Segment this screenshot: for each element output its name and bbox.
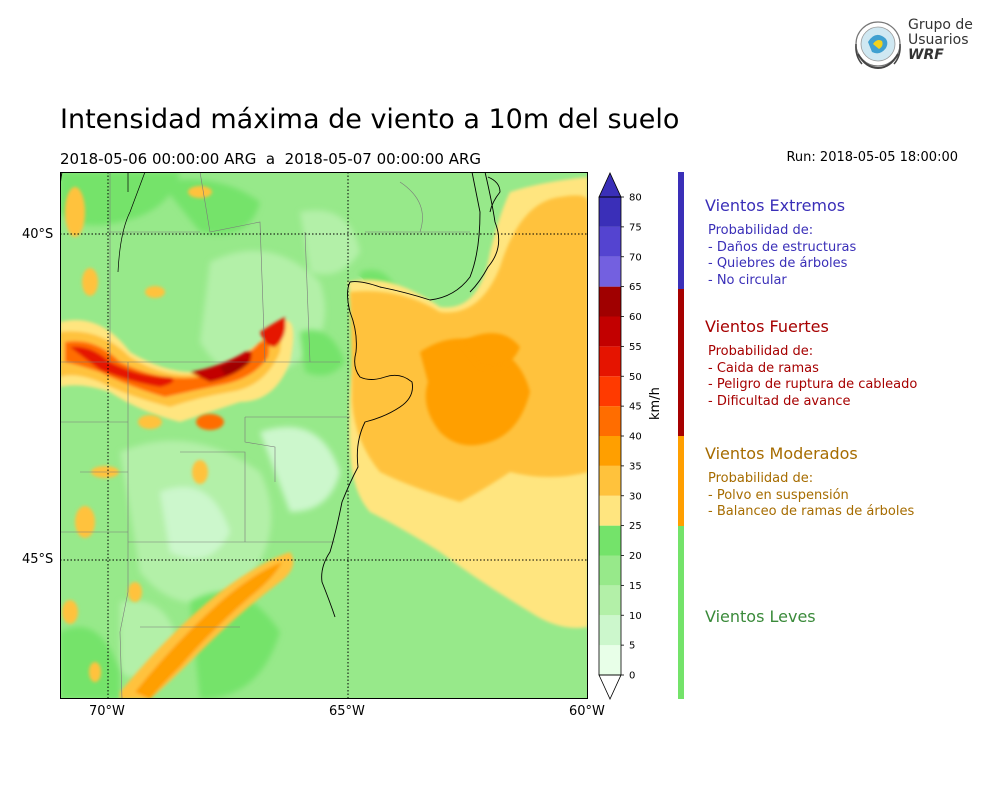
colorbar-unit-label: km/h [648, 387, 663, 420]
strong-wind-band [60, 317, 294, 422]
category-title-extremos: Vientos Extremos [705, 196, 846, 215]
coastline [321, 172, 481, 618]
colorbar-max-extend [598, 172, 622, 198]
colorbar-swatch [599, 346, 621, 377]
colorbar-tick-label: 50 [629, 372, 642, 383]
lat-tick-40s: 40°S [22, 227, 54, 242]
colorbar-tick-label: 30 [629, 491, 642, 502]
lon-tick-60w: 60°W [569, 704, 605, 719]
colorbar-tick-label: 65 [629, 282, 642, 293]
southern-wind-band [120, 552, 294, 699]
run-timestamp: Run: 2018-05-05 18:00:00 [786, 150, 958, 165]
logo-line-3: WRF [908, 47, 944, 63]
colorbar-min-extend [598, 674, 622, 700]
colorbar-swatch [599, 256, 621, 287]
colorbar-swatch [599, 406, 621, 436]
colorbar-tick-label: 25 [629, 521, 642, 532]
date-range-subtitle: 2018-05-06 00:00:00 ARG a 2018-05-07 00:… [60, 150, 482, 168]
colorbar: 0 5 10 15 20 25 30 35 40 45 50 55 60 65 70 75 80 [598, 172, 642, 700]
colorbar-swatch [599, 495, 621, 526]
legend-bar-extremos [678, 172, 684, 289]
colorbar-swatch [599, 525, 621, 556]
logo-text: Grupo de Usuarios WRF [908, 18, 973, 63]
colorbar-swatch [599, 197, 621, 227]
colorbar-swatch [599, 615, 621, 646]
colorbar-tick-label: 45 [629, 402, 642, 413]
lat-tick-45s: 45°S [22, 552, 54, 567]
colorbar-swatch [599, 645, 621, 675]
colorbar-swatch [599, 226, 621, 257]
logo-line-2: Usuarios [908, 32, 969, 48]
lon-tick-70w: 70°W [89, 704, 125, 719]
colorbar-tick-label: 75 [629, 222, 642, 233]
lat-lon-gridlines [60, 172, 588, 699]
colorbar-tick-label: 80 [629, 193, 642, 204]
colorbar-tick-label: 15 [629, 581, 642, 592]
colorbar-tick-label: 35 [629, 461, 642, 472]
colorbar-tick-label: 20 [629, 551, 642, 562]
wind-map [60, 172, 588, 699]
colorbar-swatch [599, 465, 621, 496]
colorbar-tick-label: 5 [629, 641, 635, 652]
lon-tick-65w: 65°W [329, 704, 365, 719]
legend-bar-moderados [678, 436, 684, 526]
colorbar-swatch [599, 286, 621, 317]
colorbar-swatch [599, 436, 621, 466]
colorbar-tick-label: 40 [629, 432, 642, 443]
colorbar-swatch [599, 376, 621, 407]
legend-bar-leves [678, 526, 684, 699]
category-desc-fuertes: Probabilidad de: - Caida de ramas - Peli… [708, 344, 918, 409]
colorbar-tick-label: 10 [629, 611, 642, 622]
category-title-leves: Vientos Leves [705, 607, 816, 626]
colorbar-swatch [599, 585, 621, 616]
category-desc-moderados: Probabilidad de: - Polvo en suspensión -… [708, 471, 915, 519]
chart-title: Intensidad máxima de viento a 10m del su… [60, 104, 680, 135]
legend-bar-fuertes [678, 289, 684, 436]
category-title-moderados: Vientos Moderados [705, 444, 858, 463]
category-title-fuertes: Vientos Fuertes [705, 317, 829, 336]
scattered-gust-patches [62, 186, 224, 682]
colorbar-tick-label: 60 [629, 312, 642, 323]
colorbar-swatch [599, 316, 621, 347]
colorbar-swatch [599, 555, 621, 586]
category-desc-extremos: Probabilidad de: - Daños de estructuras … [708, 223, 857, 288]
grupo-usuarios-wrf-logo [855, 21, 901, 70]
logo-line-1: Grupo de [908, 17, 973, 33]
colorbar-tick-label: 55 [629, 342, 642, 353]
colorbar-tick-label: 70 [629, 252, 642, 263]
province-boundaries [60, 172, 470, 699]
colorbar-tick-label: 0 [629, 671, 635, 682]
